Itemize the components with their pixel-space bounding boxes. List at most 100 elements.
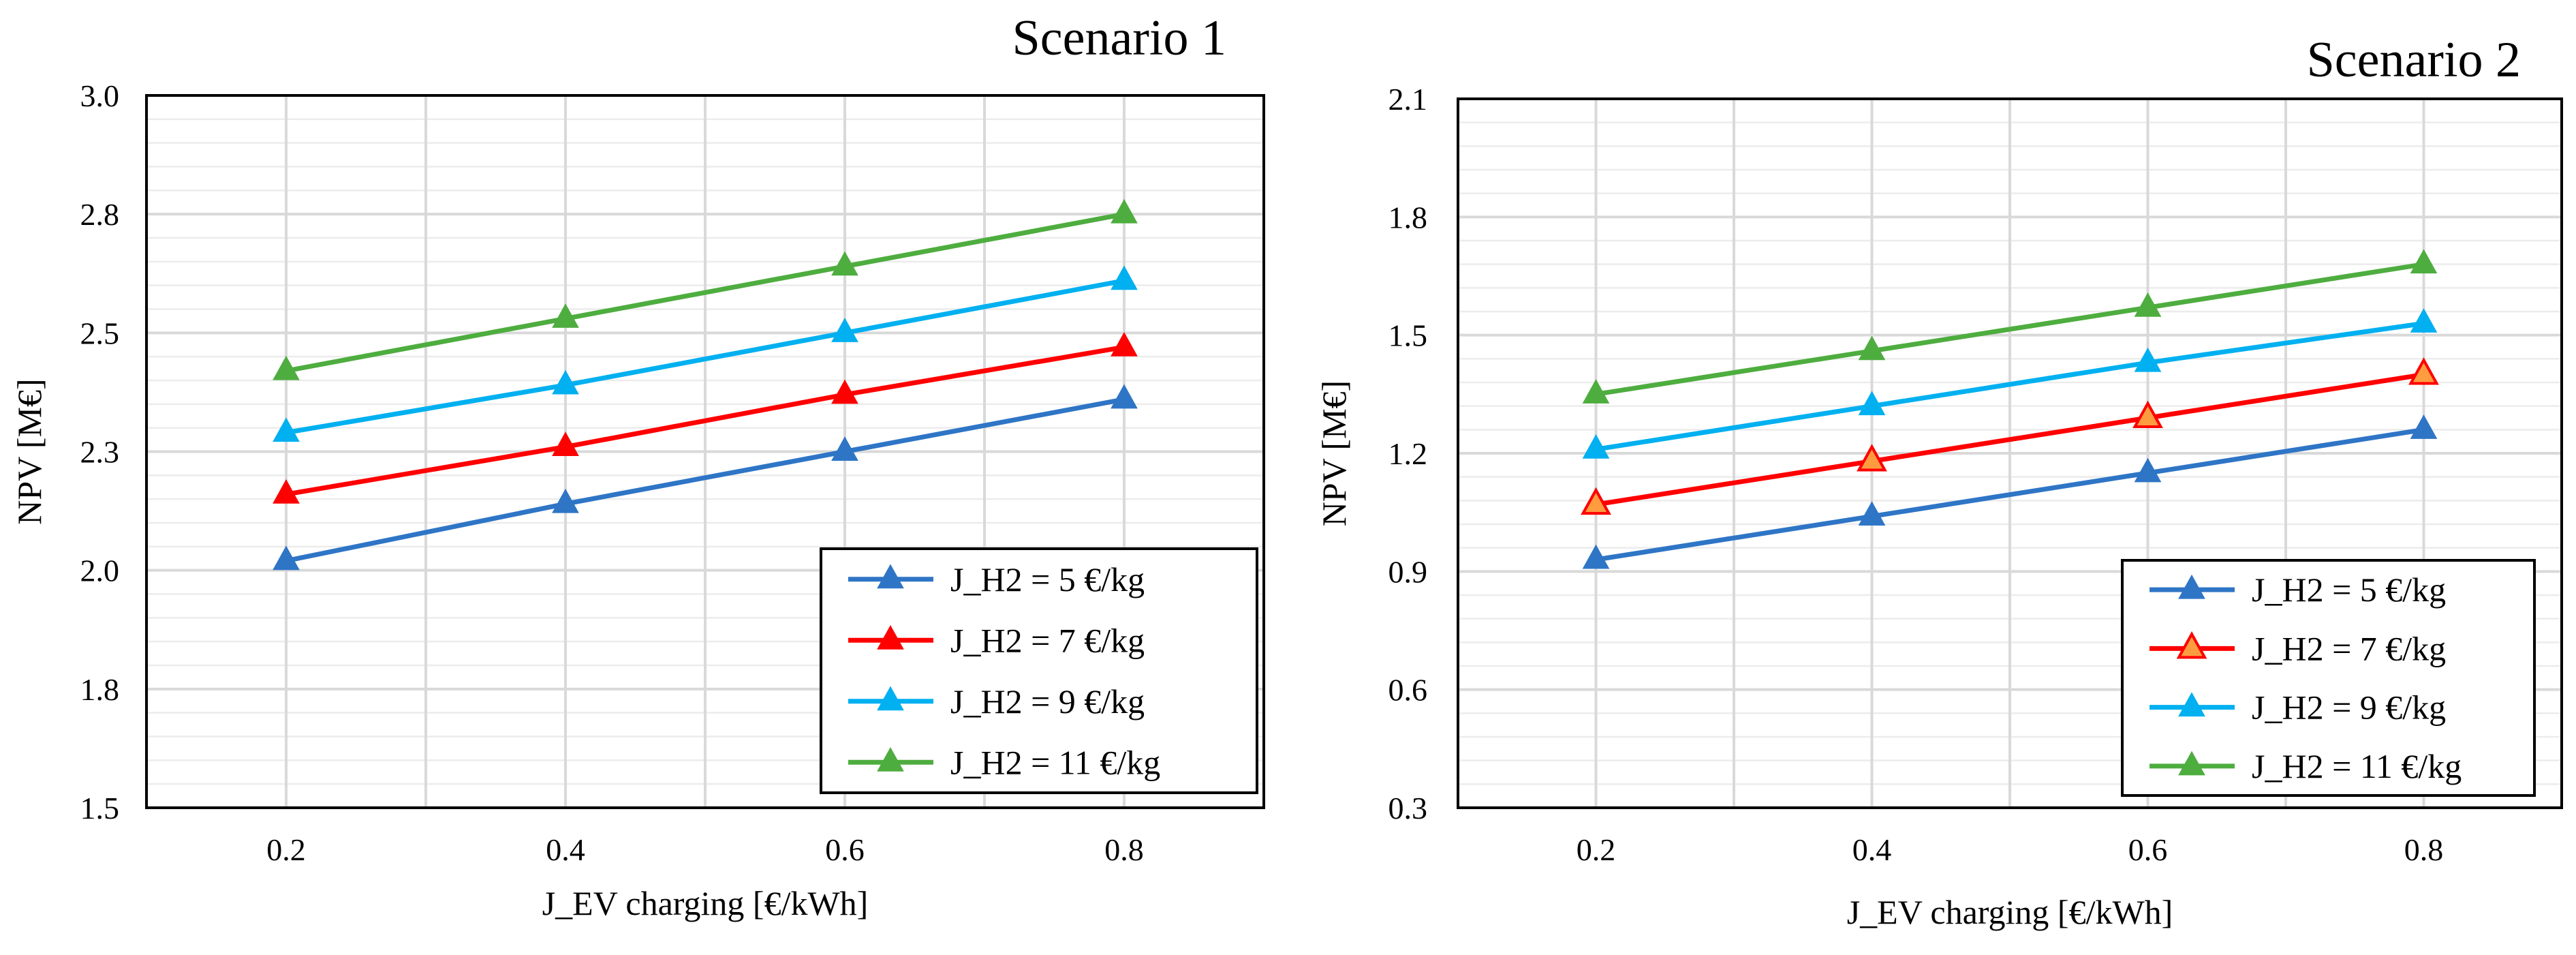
series-line bbox=[1595, 427, 2425, 562]
series-line bbox=[1595, 262, 2425, 397]
data-point bbox=[273, 545, 300, 571]
series-line bbox=[285, 344, 1125, 497]
legend-item: J_H2 = 5 €/kg bbox=[848, 560, 1145, 598]
legend-label: J_H2 = 5 €/kg bbox=[2252, 571, 2446, 609]
data-point bbox=[1582, 544, 1610, 569]
series-line bbox=[285, 397, 1125, 564]
series-line bbox=[1595, 372, 2425, 507]
x-tick-label: 0.2 bbox=[266, 832, 306, 867]
chart-title: Scenario 2 bbox=[2307, 32, 2521, 88]
legend-item: J_H2 = 9 €/kg bbox=[848, 682, 1145, 721]
legend-marker bbox=[2176, 631, 2207, 659]
y-tick-label: 1.5 bbox=[1388, 318, 1428, 353]
data-point bbox=[831, 379, 858, 404]
y-tick-label: 2.5 bbox=[80, 316, 120, 350]
legend-box bbox=[820, 547, 1258, 794]
y-tick-label: 2.8 bbox=[80, 197, 120, 232]
data-point bbox=[552, 369, 579, 395]
data-point bbox=[2410, 308, 2438, 333]
series-2 bbox=[273, 331, 1138, 504]
y-tick-label: 0.9 bbox=[1388, 554, 1428, 589]
legend-marker bbox=[877, 747, 904, 772]
series-line bbox=[285, 278, 1125, 436]
series-2 bbox=[1581, 357, 2439, 515]
data-point bbox=[1582, 379, 1610, 404]
legend-label: J_H2 = 5 €/kg bbox=[950, 560, 1145, 598]
data-point bbox=[2134, 347, 2162, 372]
legend-item: J_H2 = 11 €/kg bbox=[848, 743, 1160, 781]
y-tick-label: 0.6 bbox=[1388, 673, 1428, 708]
legend-item: J_H2 = 5 €/kg bbox=[2150, 571, 2446, 609]
x-tick-label: 0.4 bbox=[1852, 832, 1892, 867]
data-point bbox=[552, 488, 579, 513]
legend-label: J_H2 = 11 €/kg bbox=[950, 743, 1160, 781]
legend-item: J_H2 = 7 €/kg bbox=[2150, 629, 2446, 667]
x-tick-label: 0.8 bbox=[2404, 832, 2444, 867]
data-point bbox=[1111, 331, 1138, 357]
data-point bbox=[1111, 384, 1138, 409]
series-1 bbox=[1582, 414, 2438, 569]
data-point bbox=[273, 479, 300, 504]
legend-marker bbox=[2178, 574, 2205, 599]
y-tick-label: 1.8 bbox=[1388, 200, 1428, 234]
chart-title: Scenario 1 bbox=[1012, 10, 1226, 66]
y-tick-label: 1.2 bbox=[1388, 436, 1428, 471]
y-tick-label: 3.0 bbox=[80, 78, 120, 113]
x-tick-label: 0.6 bbox=[825, 832, 865, 867]
plot-frame bbox=[1457, 97, 2563, 809]
x-tick-label: 0.6 bbox=[2128, 832, 2168, 867]
legend-label: J_H2 = 9 €/kg bbox=[950, 682, 1145, 721]
legend-marker bbox=[877, 625, 904, 650]
legend-label: J_H2 = 9 €/kg bbox=[2252, 688, 2446, 727]
data-point bbox=[552, 303, 579, 328]
chart-scenario-2: Scenario 2 0.3 0.6 0.9 1.2 1.5 1.8 2.1 0.2 0.4 0.6… bbox=[1315, 32, 2563, 931]
legend: J_H2 = 5 €/kg J_H2 = 7 €/kg J_H2 = 9 €/kg J… bbox=[820, 547, 1258, 794]
data-point bbox=[2410, 249, 2438, 274]
data-point bbox=[2134, 457, 2162, 483]
x-axis-label: J_EV charging [€/kWh] bbox=[1847, 893, 2173, 931]
y-tick-label: 1.5 bbox=[80, 791, 120, 825]
legend-item: J_H2 = 11 €/kg bbox=[2150, 747, 2462, 785]
data-point bbox=[552, 431, 579, 457]
legend-marker bbox=[877, 564, 904, 589]
y-tick-label: 0.3 bbox=[1388, 791, 1428, 825]
legend-label: J_H2 = 7 €/kg bbox=[2252, 629, 2446, 667]
data-point bbox=[2134, 292, 2162, 317]
data-point bbox=[1858, 335, 1886, 361]
y-tick-label: 1.8 bbox=[80, 672, 120, 707]
series-4 bbox=[1582, 249, 2438, 404]
data-point bbox=[1111, 198, 1138, 224]
data-point bbox=[1582, 434, 1610, 459]
data-point bbox=[273, 355, 300, 380]
data-point bbox=[273, 417, 300, 442]
data-point bbox=[831, 318, 858, 342]
chart-scenario-1: Scenario 1 1.5 1.8 2.0 2.3 2.5 2.8 3.0 0.2 0.4 0.6… bbox=[10, 10, 1265, 922]
x-tick-label: 0.8 bbox=[1104, 832, 1144, 867]
y-axis-label: NPV [M€] bbox=[1315, 380, 1353, 526]
data-point bbox=[831, 251, 858, 276]
legend-label: J_H2 = 7 €/kg bbox=[950, 621, 1145, 659]
legend-item: J_H2 = 9 €/kg bbox=[2150, 688, 2446, 727]
series-line bbox=[285, 211, 1125, 374]
x-tick-label: 0.4 bbox=[546, 832, 585, 867]
data-point bbox=[2132, 400, 2163, 428]
data-point bbox=[2408, 357, 2439, 385]
series-4 bbox=[273, 198, 1138, 380]
data-point bbox=[1857, 444, 1887, 472]
legend-marker bbox=[2178, 692, 2205, 717]
y-tick-label: 2.1 bbox=[1388, 82, 1428, 117]
data-point bbox=[831, 436, 858, 461]
data-point bbox=[2410, 414, 2438, 439]
series-3 bbox=[1582, 308, 2438, 459]
series-3 bbox=[273, 265, 1138, 442]
legend: J_H2 = 5 €/kg J_H2 = 7 €/kg J_H2 = 9 €/kg J… bbox=[2121, 559, 2536, 797]
y-tick-label: 2.3 bbox=[80, 435, 120, 470]
data-point bbox=[1111, 265, 1138, 290]
data-point bbox=[1858, 391, 1886, 416]
data-point bbox=[1858, 501, 1886, 526]
x-axis-label: J_EV charging [€/kWh] bbox=[542, 884, 869, 922]
legend-marker bbox=[877, 686, 904, 711]
series-1 bbox=[273, 384, 1138, 571]
legend-label: J_H2 = 11 €/kg bbox=[2252, 747, 2462, 785]
